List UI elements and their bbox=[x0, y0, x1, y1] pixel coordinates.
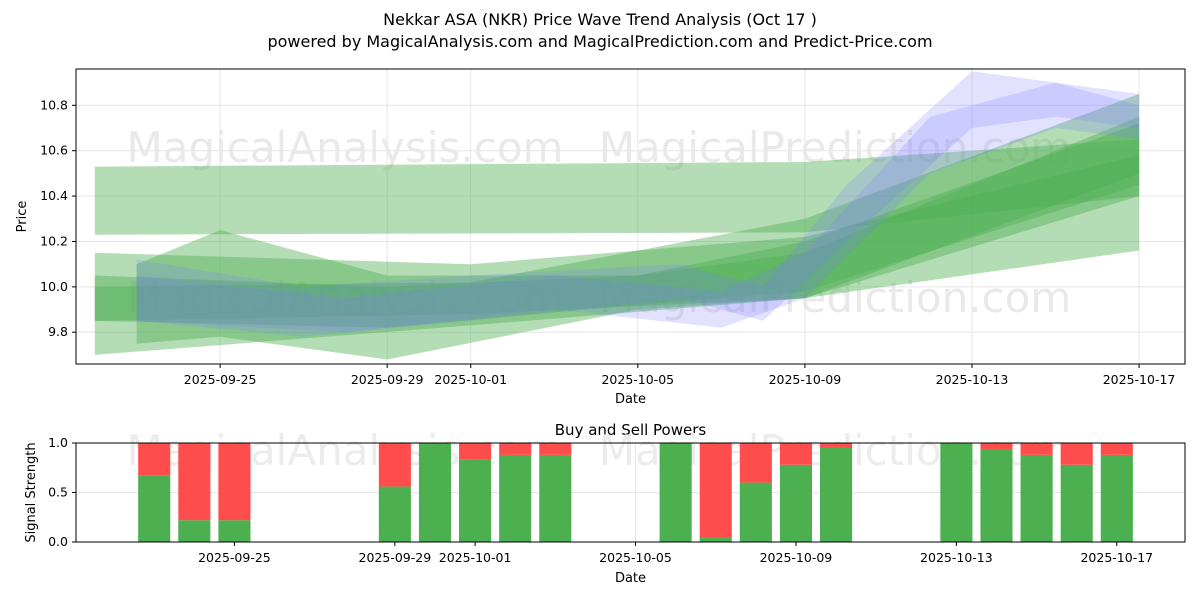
x-tick-label: 2025-10-01 bbox=[439, 550, 512, 565]
green-wave-band bbox=[94, 139, 1140, 235]
buy-bar bbox=[499, 454, 532, 542]
y-tick-label: 1.0 bbox=[48, 435, 68, 450]
x-tick-label: 2025-10-01 bbox=[434, 372, 507, 387]
bar-chart-title: Buy and Sell Powers bbox=[555, 421, 707, 439]
sell-bar bbox=[739, 443, 772, 483]
sell-bar bbox=[178, 443, 211, 521]
sell-bar bbox=[378, 443, 411, 487]
plot-frame bbox=[75, 68, 1186, 365]
watermark: MagicalPrediction.com bbox=[599, 123, 1072, 172]
x-tick-label: 2025-09-29 bbox=[359, 550, 432, 565]
x-tick-label: 2025-09-25 bbox=[184, 372, 257, 387]
buy-sell-plot: Buy and Sell PowersMagicalAnalysis.comMa… bbox=[24, 421, 1186, 586]
x-tick-label: 2025-09-25 bbox=[198, 550, 271, 565]
y-tick-label: 10.2 bbox=[40, 233, 68, 248]
plot-background bbox=[76, 69, 1185, 364]
buy-bar bbox=[739, 482, 772, 542]
buy-bar bbox=[1060, 464, 1093, 542]
sell-bar bbox=[1060, 443, 1093, 465]
x-tick-label: 2025-10-13 bbox=[936, 372, 1009, 387]
price-wave-plot: MagicalAnalysis.com MagicalAnalysis.com Ma… bbox=[15, 68, 1186, 407]
buy-bar bbox=[980, 448, 1013, 542]
y-axis-label: Signal Strength bbox=[24, 442, 39, 542]
sell-bar bbox=[1020, 443, 1053, 455]
x-axis-label: Date bbox=[615, 571, 646, 586]
sell-bar bbox=[539, 443, 572, 455]
y-tick-label: 0.5 bbox=[48, 485, 68, 500]
buy-bar bbox=[820, 447, 853, 542]
buy-bar bbox=[218, 520, 251, 542]
y-tick-label: 10.0 bbox=[40, 279, 68, 294]
buy-bar bbox=[1020, 454, 1053, 542]
y-tick-label: 0.0 bbox=[48, 534, 68, 549]
buy-bar bbox=[418, 443, 452, 542]
y-axis-label: Price bbox=[15, 201, 30, 233]
watermark: MagicalAnalysis.com bbox=[127, 273, 564, 322]
x-tick-label: 2025-09-29 bbox=[351, 372, 424, 387]
sell-bar bbox=[138, 443, 171, 476]
buy-bar bbox=[178, 520, 211, 542]
y-tick-label: 10.6 bbox=[40, 143, 68, 158]
chart-title: Nekkar ASA (NKR) Price Wave Trend Analys… bbox=[383, 10, 817, 29]
buy-bar bbox=[138, 475, 171, 542]
x-tick-label: 2025-10-17 bbox=[1103, 372, 1176, 387]
buy-bar bbox=[539, 454, 572, 542]
x-tick-label: 2025-10-09 bbox=[760, 550, 833, 565]
buy-bar bbox=[459, 459, 492, 542]
x-tick-label: 2025-10-09 bbox=[769, 372, 842, 387]
x-axis-label: Date bbox=[615, 392, 646, 407]
y-tick-label: 10.8 bbox=[40, 97, 68, 112]
watermark: MagicalPrediction.com bbox=[599, 273, 1072, 322]
sell-bar bbox=[779, 443, 812, 465]
sell-bar bbox=[218, 443, 251, 521]
x-tick-label: 2025-10-05 bbox=[599, 550, 672, 565]
sell-bar bbox=[699, 443, 732, 538]
green-wave-band bbox=[94, 116, 1140, 328]
y-tick-label: 10.4 bbox=[40, 188, 68, 203]
x-tick-label: 2025-10-05 bbox=[601, 372, 674, 387]
sell-bar bbox=[459, 443, 492, 460]
green-wave-band bbox=[94, 155, 1140, 355]
watermark: MagicalAnalysis.com bbox=[127, 123, 564, 172]
sell-bar bbox=[820, 443, 853, 448]
sell-bar bbox=[980, 443, 1013, 449]
blue-wave-band bbox=[136, 71, 1140, 337]
buy-bar bbox=[699, 537, 732, 542]
chart-subtitle: powered by MagicalAnalysis.com and Magic… bbox=[267, 32, 932, 51]
x-tick-label: 2025-10-13 bbox=[920, 550, 993, 565]
buy-bar bbox=[940, 443, 973, 542]
blue-wave-band bbox=[136, 82, 1140, 333]
buy-bar bbox=[779, 464, 812, 542]
green-wave-band bbox=[136, 123, 1140, 360]
buy-bar bbox=[659, 443, 692, 542]
green-wave-band bbox=[94, 94, 1140, 321]
sell-bar bbox=[1100, 443, 1133, 455]
buy-bar bbox=[1100, 454, 1133, 542]
y-tick-label: 9.8 bbox=[48, 324, 68, 339]
x-tick-label: 2025-10-17 bbox=[1080, 550, 1153, 565]
sell-bar bbox=[499, 443, 532, 455]
buy-bar bbox=[378, 486, 411, 542]
